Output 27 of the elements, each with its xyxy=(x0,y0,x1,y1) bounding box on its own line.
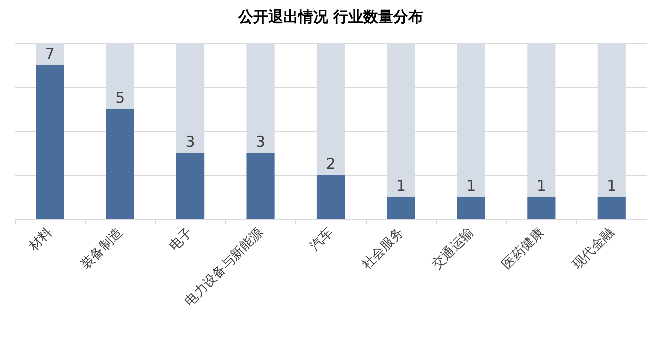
x-tick-label: 汽车 xyxy=(308,226,337,255)
bar xyxy=(316,175,346,219)
bar xyxy=(106,109,134,219)
bar xyxy=(387,197,416,219)
bar xyxy=(246,153,275,219)
data-label: 2 xyxy=(326,155,336,173)
x-tick-label: 现代金融 xyxy=(570,226,618,273)
data-label: 3 xyxy=(256,133,266,151)
bar xyxy=(598,197,626,219)
x-tick-label: 装备制造 xyxy=(78,226,126,273)
data-label: 5 xyxy=(116,89,126,107)
x-tick-label: 电子 xyxy=(167,226,196,255)
x-tick-label: 医药健康 xyxy=(500,226,548,273)
data-label: 7 xyxy=(45,45,55,63)
x-tick-label: 材料 xyxy=(26,226,56,256)
data-label: 1 xyxy=(396,177,406,195)
data-label: 1 xyxy=(607,177,617,195)
bar xyxy=(457,197,486,219)
chart-title: 公开退出情况 行业数量分布 xyxy=(237,8,424,26)
data-label: 1 xyxy=(466,177,476,195)
bar xyxy=(528,197,556,219)
bar xyxy=(176,153,205,219)
x-tick-label: 交通运输 xyxy=(429,224,478,273)
data-label: 1 xyxy=(536,177,546,195)
data-label: 3 xyxy=(186,133,196,151)
bar xyxy=(36,65,64,219)
x-tick-label: 社会服务 xyxy=(360,226,407,273)
